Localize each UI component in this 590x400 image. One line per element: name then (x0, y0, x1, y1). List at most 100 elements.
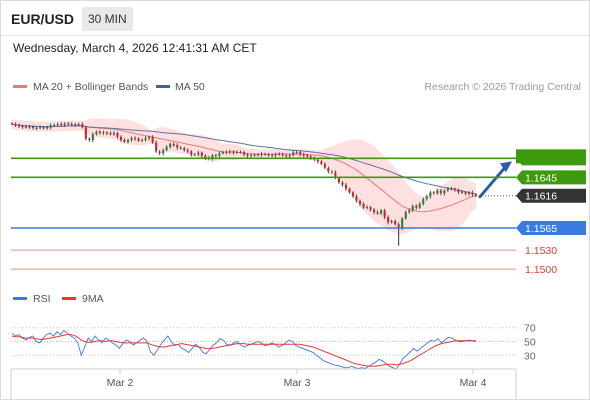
candle-body (200, 152, 203, 156)
candle-body (446, 188, 449, 191)
candle-body (425, 196, 428, 199)
candle-body (228, 151, 231, 153)
candle-body (95, 131, 98, 135)
candle-body (214, 155, 217, 157)
candle-body (457, 190, 460, 192)
candle-body (327, 167, 330, 172)
candle-body (373, 209, 376, 213)
candle-body (183, 148, 186, 151)
candle-body (11, 123, 14, 125)
ma50-line (11, 123, 477, 195)
candle-body (70, 124, 73, 126)
candle-body (330, 171, 333, 173)
candle-body (155, 142, 158, 152)
candle-body (429, 192, 432, 197)
candle-body (119, 136, 122, 140)
candle-body (302, 154, 305, 156)
candle-body (197, 152, 200, 155)
candle-body (376, 212, 379, 214)
candle-body (390, 221, 393, 223)
candle-body (42, 127, 45, 129)
candle-body (81, 124, 84, 128)
candle-body (285, 155, 288, 157)
candle-body (218, 153, 221, 156)
candle-body (355, 196, 358, 201)
candle-body (316, 159, 319, 162)
candle-body (309, 156, 312, 159)
level-label: 1.1616 (525, 191, 557, 203)
chart-header: EUR/USD 30 MIN (0, 0, 590, 36)
candle-body (422, 198, 425, 204)
candle-body (369, 207, 372, 210)
candle-body (348, 188, 351, 193)
candle-body (84, 127, 87, 139)
projection-arrow-head (500, 161, 512, 173)
candle-body (306, 155, 309, 157)
candle-body (334, 172, 337, 178)
candle-body (186, 150, 189, 152)
candle-body (418, 203, 421, 208)
candle-body (127, 140, 130, 142)
rsi-tick-label: 30 (524, 350, 536, 362)
candle-body (232, 151, 235, 153)
rsi-line (11, 329, 477, 370)
level-tag (516, 221, 586, 235)
candle-body (464, 192, 467, 194)
timeframe-badge[interactable]: 30 MIN (82, 7, 133, 31)
candle-body (397, 224, 400, 228)
candle-body (250, 155, 253, 157)
candle-body (88, 138, 91, 140)
candlestick-plot (11, 118, 512, 246)
candle-body (351, 192, 354, 197)
candle-body (112, 133, 115, 135)
candle-body (14, 124, 17, 126)
candle-body (299, 152, 302, 155)
candle-body (267, 154, 270, 156)
x-tick-label: Mar 3 (284, 377, 311, 389)
candle-body (471, 192, 474, 195)
rsi-legend-swatch (13, 297, 27, 300)
candle-body (408, 210, 411, 213)
candle-body (141, 140, 144, 141)
rsi-legend-label: RSI (33, 293, 51, 305)
candle-body (193, 154, 196, 156)
candle-body (292, 152, 295, 156)
candle-body (460, 191, 463, 193)
candle-body (204, 155, 207, 158)
candle-body (394, 221, 397, 225)
candle-body (436, 190, 439, 194)
candle-body (344, 184, 347, 189)
candle-body (225, 152, 228, 153)
candle-body (288, 155, 291, 157)
candle-body (116, 133, 119, 137)
candle-body (450, 188, 453, 190)
candle-body (359, 200, 362, 204)
candle-body (411, 205, 414, 211)
candle-body (172, 143, 175, 146)
candle-body (432, 192, 435, 194)
level-tag-extension (516, 149, 586, 164)
candle-body (274, 153, 277, 156)
candle-body (362, 203, 365, 208)
candle-body (49, 125, 52, 128)
candle-body (211, 155, 214, 159)
candle-body (320, 161, 323, 164)
projection-arrow-shaft (478, 164, 508, 199)
candle-body (239, 152, 242, 153)
candle-body (98, 131, 101, 133)
candle-body (32, 126, 35, 128)
candle-body (102, 132, 105, 134)
candle-body (35, 127, 38, 129)
candle-body (179, 147, 182, 149)
candle-body (366, 207, 369, 209)
candle-body (190, 151, 193, 155)
ma20-legend-swatch (13, 85, 27, 88)
candle-body (21, 126, 24, 127)
candle-body (246, 154, 249, 156)
candle-body (105, 132, 108, 134)
candle-body (134, 138, 137, 140)
ma9-legend-swatch (62, 297, 76, 300)
candle-body (323, 164, 326, 168)
